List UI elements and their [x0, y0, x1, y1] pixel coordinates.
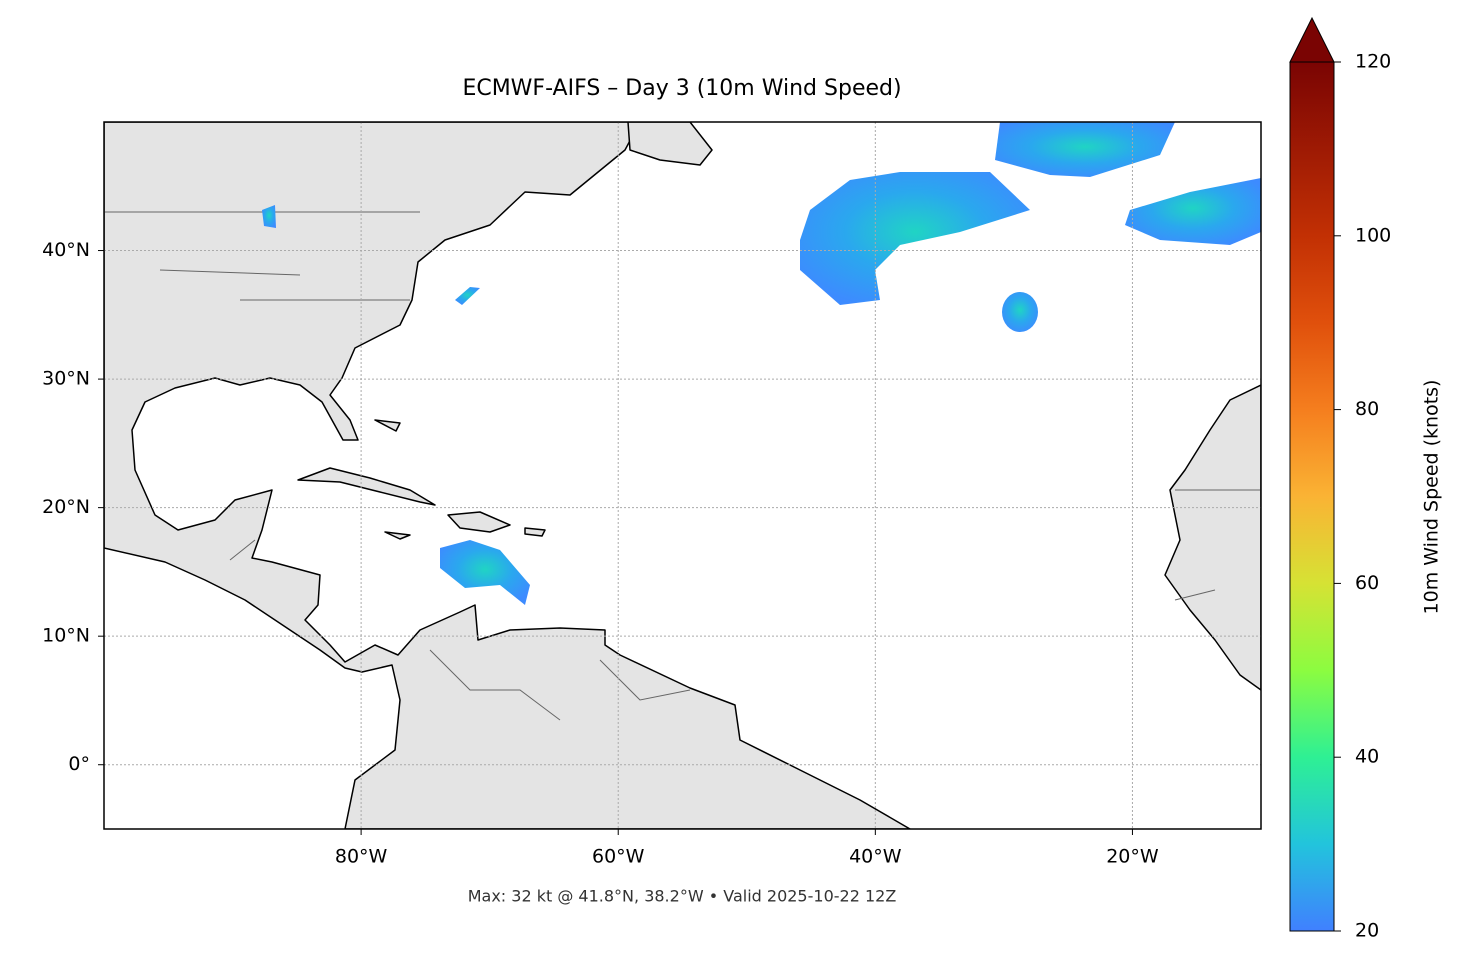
wind-field [262, 205, 276, 228]
y-tick-label: 20°N [42, 496, 90, 518]
map-frame [103, 121, 1262, 830]
map-subtitle: Max: 32 kt @ 41.8°N, 38.2°W • Valid 2025… [468, 887, 897, 906]
x-tick-label: 80°W [335, 846, 388, 868]
map-area [104, 122, 1261, 829]
wind-field [995, 122, 1175, 177]
cuba [297, 467, 436, 506]
y-tick-label: 10°N [42, 625, 90, 647]
colorbar-tick-label: 120 [1355, 51, 1391, 73]
americas [104, 122, 911, 829]
wind-field [440, 540, 530, 605]
africa [1164, 384, 1261, 691]
colorbar-tick-label: 100 [1355, 224, 1391, 246]
wind-field [455, 287, 480, 305]
colorbar-tick-label: 40 [1355, 746, 1379, 768]
newfoundland [627, 122, 713, 166]
wind-field [1002, 292, 1038, 332]
hispaniola [447, 511, 511, 533]
y-tick-label: 40°N [42, 239, 90, 261]
y-tick-label: 30°N [42, 368, 90, 390]
colorbar [1289, 61, 1335, 932]
map-title: ECMWF-AIFS – Day 3 (10m Wind Speed) [462, 76, 901, 101]
colorbar-tick-label: 80 [1355, 398, 1379, 420]
colorbar-tick-label: 20 [1355, 920, 1379, 942]
y-tick-label: 0° [68, 753, 90, 775]
jamaica [384, 531, 411, 540]
colorbar-label: 10m Wind Speed (knots) [1421, 380, 1443, 615]
x-tick-label: 20°W [1106, 846, 1159, 868]
wind-field [800, 172, 1030, 305]
puerto-rico [524, 527, 546, 537]
bahamas [374, 419, 401, 432]
x-tick-label: 60°W [592, 846, 645, 868]
colorbar-extend [1289, 16, 1335, 63]
x-tick-label: 40°W [849, 846, 902, 868]
colorbar-tick-label: 60 [1355, 572, 1379, 594]
borders [104, 211, 1261, 721]
wind-field [1125, 178, 1261, 245]
